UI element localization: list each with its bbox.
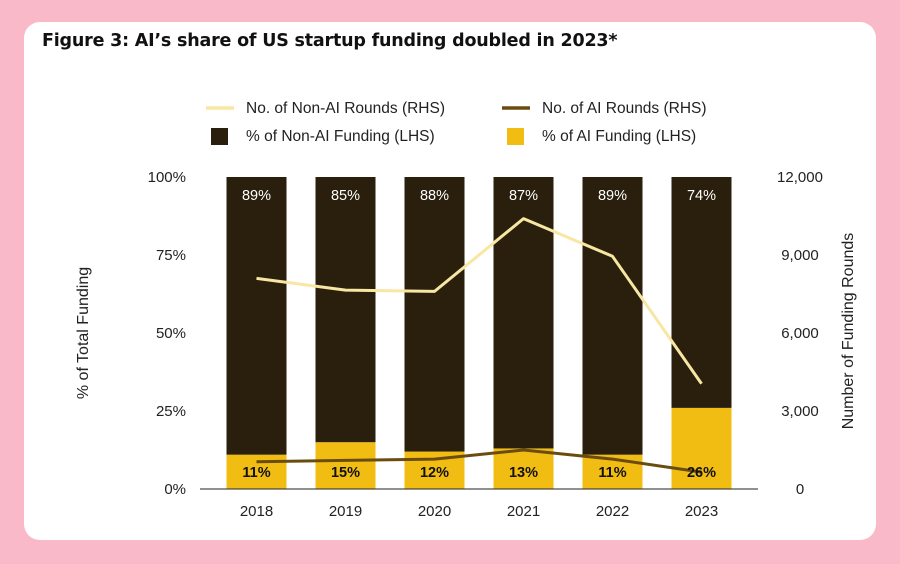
data-label-non-ai-2023: 74% — [687, 188, 716, 204]
y-tick-left-2: 50% — [156, 325, 186, 342]
bar-ai-2019 — [315, 442, 376, 489]
data-label-ai-2019: 15% — [331, 465, 360, 481]
x-tick-label-2019: 2019 — [329, 503, 362, 520]
bar-ai-2023 — [671, 407, 732, 489]
y-tick-right-4: 12,000 — [777, 169, 823, 186]
bar-non-ai-2023 — [671, 177, 732, 408]
y-tick-left-3: 75% — [156, 247, 186, 264]
bar-non-ai-2019 — [315, 177, 376, 443]
line-series-non-ai-rounds — [256, 217, 703, 385]
data-label-non-ai-2020: 88% — [420, 188, 449, 204]
x-tick-label-2023: 2023 — [685, 503, 718, 520]
y-tick-left-0: 0% — [164, 481, 186, 498]
data-label-non-ai-2022: 89% — [598, 188, 627, 204]
data-label-non-ai-2021: 87% — [509, 188, 538, 204]
x-tick-label-2022: 2022 — [596, 503, 629, 520]
y-tick-left-4: 100% — [148, 169, 186, 186]
y-tick-right-0: 0 — [796, 481, 804, 498]
y-tick-right-2: 6,000 — [781, 325, 819, 342]
data-label-non-ai-2019: 85% — [331, 188, 360, 204]
y-tick-left-1: 25% — [156, 403, 186, 420]
legend-marker-of-non-ai-funding-lhs — [211, 128, 228, 145]
data-label-ai-2023: 26% — [687, 465, 716, 481]
y-tick-right-3: 9,000 — [781, 247, 819, 264]
x-tick-label-2021: 2021 — [507, 503, 540, 520]
legend-label-no-of-non-ai-rounds-rhs: No. of Non-AI Rounds (RHS) — [246, 100, 445, 117]
line-series-ai-rounds — [256, 448, 702, 474]
legend-label-no-of-ai-rounds-rhs: No. of AI Rounds (RHS) — [542, 100, 707, 117]
bar-ai-2021 — [493, 448, 554, 489]
bar-non-ai-2020 — [404, 177, 465, 452]
data-label-ai-2018: 11% — [242, 465, 270, 481]
x-tick-label-2018: 2018 — [240, 503, 273, 520]
data-label-ai-2020: 12% — [420, 465, 449, 481]
legend-label-of-non-ai-funding-lhs: % of Non-AI Funding (LHS) — [246, 128, 435, 145]
data-label-ai-2022: 11% — [598, 465, 626, 481]
bar-non-ai-2022 — [582, 177, 643, 455]
legend-label-of-ai-funding-lhs: % of AI Funding (LHS) — [542, 128, 696, 145]
y-axis-title-left: % of Total Funding — [75, 267, 92, 399]
legend-marker-of-ai-funding-lhs — [507, 128, 524, 145]
chart-svg: 89% 11% 85% 15% 88% 12% 87% 13% 89% 11% 74% 26% 2018… — [75, 100, 857, 520]
data-label-non-ai-2018: 89% — [242, 188, 271, 204]
bar-non-ai-2021 — [493, 177, 554, 449]
y-tick-right-1: 3,000 — [781, 403, 819, 420]
chart-card: Figure 3: AI’s share of US startup fundi… — [24, 22, 876, 540]
chart-title: Figure 3: AI’s share of US startup fundi… — [42, 31, 618, 51]
bar-non-ai-2018 — [226, 177, 287, 455]
data-label-ai-2021: 13% — [509, 465, 538, 481]
y-axis-title-right: Number of Funding Rounds — [840, 233, 857, 430]
x-tick-label-2020: 2020 — [418, 503, 451, 520]
